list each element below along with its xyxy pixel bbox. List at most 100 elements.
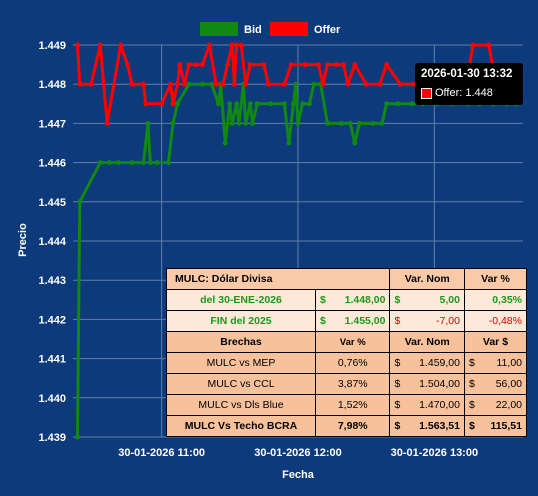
data-point-offer bbox=[397, 81, 403, 87]
data-point-offer bbox=[213, 81, 219, 87]
y-tick-label: 1.445 bbox=[38, 197, 66, 209]
brecha-var-nom: $1.563,51 bbox=[389, 415, 465, 437]
data-point-bid bbox=[281, 101, 287, 107]
data-point-bid bbox=[222, 140, 228, 146]
currency-sign: $ bbox=[394, 399, 401, 411]
data-point-offer bbox=[345, 81, 351, 87]
brecha-row-blue: MULC vs Dls Blue 1,52% $1.470,00 $22,00 bbox=[166, 394, 528, 416]
y-tick-label: 1.448 bbox=[38, 79, 66, 91]
y-tick-label: 1.449 bbox=[38, 40, 66, 52]
value: 1.448,00 bbox=[344, 294, 386, 306]
brecha-var-usd: $22,00 bbox=[463, 394, 528, 416]
data-point-offer bbox=[261, 62, 267, 68]
x-axis-label: Fecha bbox=[282, 469, 315, 481]
y-axis-label: Precio bbox=[17, 223, 29, 257]
data-point-bid bbox=[77, 199, 83, 205]
data-point-bid bbox=[268, 101, 274, 107]
data-point-bid bbox=[227, 101, 233, 107]
data-point-offer bbox=[288, 62, 294, 68]
data-point-bid bbox=[379, 120, 385, 126]
data-point-bid bbox=[300, 101, 306, 107]
chart-tooltip: 2026-01-30 13:32 Offer: 1.448 bbox=[415, 63, 523, 105]
data-point-bid bbox=[154, 160, 160, 166]
currency-sign: $ bbox=[320, 294, 326, 306]
value: 115,51 bbox=[490, 420, 522, 432]
brecha-row-ccl: MULC vs CCL 3,87% $1.504,00 $56,00 bbox=[166, 373, 528, 395]
data-point-offer bbox=[302, 62, 308, 68]
data-point-bid bbox=[200, 81, 206, 87]
data-point-offer bbox=[486, 42, 492, 48]
data-point-bid bbox=[254, 101, 260, 107]
data-point-bid bbox=[356, 120, 362, 126]
value: 1.455,00 bbox=[344, 315, 386, 327]
data-point-bid bbox=[352, 140, 358, 146]
brecha-label: MULC vs CCL bbox=[166, 373, 316, 395]
data-point-bid bbox=[186, 81, 192, 87]
y-tick-label: 1.444 bbox=[38, 236, 66, 248]
data-point-offer bbox=[125, 62, 131, 68]
data-point-offer bbox=[234, 42, 240, 48]
data-point-bid bbox=[145, 120, 151, 126]
currency-sign: $ bbox=[468, 399, 475, 411]
data-point-offer bbox=[143, 101, 149, 107]
data-point-offer bbox=[77, 81, 83, 87]
data-point-offer bbox=[175, 81, 181, 87]
data-point-bid bbox=[293, 81, 299, 87]
row-fin-2025: FIN del 2025 $1.455,00 $ -7,00 -0,48% bbox=[166, 310, 528, 332]
currency-sign: $ bbox=[394, 378, 401, 390]
value: 5,00 bbox=[439, 294, 460, 306]
brecha-var-pct: 7,98% bbox=[314, 415, 391, 437]
value: 1.563,51 bbox=[419, 420, 460, 432]
brecha-label: MULC vs Dls Blue bbox=[166, 394, 316, 416]
data-point-offer bbox=[238, 42, 244, 48]
brechas-header-row: Brechas Var % Var. Nom Var $ bbox=[166, 331, 528, 353]
brecha-var-pct: 1,52% bbox=[314, 394, 391, 416]
data-point-bid bbox=[250, 120, 256, 126]
data-point-bid bbox=[347, 120, 353, 126]
value: 1.504,00 bbox=[419, 378, 460, 390]
currency-sign: $ bbox=[468, 420, 475, 432]
legend-swatch-bid bbox=[200, 22, 238, 36]
row-today-label: del 30-ENE-2026 bbox=[166, 289, 316, 311]
data-point-bid bbox=[234, 101, 240, 107]
tooltip-value: 1.448 bbox=[465, 87, 493, 99]
x-tick-labels: 30-01-2026 11:00 30-01-2026 12:00 30-01-20… bbox=[118, 447, 478, 459]
data-point-bid bbox=[236, 120, 242, 126]
data-point-bid bbox=[229, 120, 235, 126]
data-point-bid bbox=[384, 101, 390, 107]
data-point-bid bbox=[338, 120, 344, 126]
tooltip-swatch bbox=[421, 87, 432, 99]
col-var-pct-header: Var % bbox=[463, 268, 528, 290]
currency-sign: $ bbox=[468, 357, 475, 369]
data-point-bid bbox=[215, 101, 221, 107]
data-point-bid bbox=[286, 140, 292, 146]
data-point-offer bbox=[352, 62, 358, 68]
brecha-row-techo: MULC Vs Techo BCRA 7,98% $1.563,51 $115,… bbox=[166, 415, 528, 437]
row-today-var-pct: 0,35% bbox=[463, 289, 528, 311]
data-point-offer bbox=[88, 81, 94, 87]
data-point-offer bbox=[97, 42, 103, 48]
legend-label-offer: Offer bbox=[314, 24, 341, 36]
y-tick-label: 1.440 bbox=[38, 393, 66, 405]
brecha-row-mep: MULC vs MEP 0,76% $1.459,00 $11,00 bbox=[166, 352, 528, 374]
legend[interactable]: Bid Offer bbox=[200, 22, 341, 36]
data-point-bid bbox=[247, 101, 253, 107]
y-tick-label: 1.446 bbox=[38, 158, 66, 170]
data-point-offer bbox=[206, 42, 212, 48]
brecha-var-usd: $115,51 bbox=[463, 415, 528, 437]
currency-sign: $ bbox=[394, 357, 401, 369]
data-point-offer bbox=[159, 101, 165, 107]
y-tick-label: 1.442 bbox=[38, 314, 66, 326]
row-fin-var-nom: $ -7,00 bbox=[389, 310, 465, 332]
data-point-offer bbox=[325, 62, 331, 68]
brechas-col-var-nom: Var. Nom bbox=[389, 331, 465, 353]
data-point-offer bbox=[470, 42, 476, 48]
data-point-bid bbox=[409, 101, 415, 107]
data-point-offer bbox=[168, 81, 174, 87]
data-point-bid bbox=[395, 101, 401, 107]
data-point-bid bbox=[243, 120, 249, 126]
data-point-offer bbox=[377, 81, 383, 87]
data-point-offer bbox=[363, 81, 369, 87]
data-point-offer bbox=[340, 62, 346, 68]
